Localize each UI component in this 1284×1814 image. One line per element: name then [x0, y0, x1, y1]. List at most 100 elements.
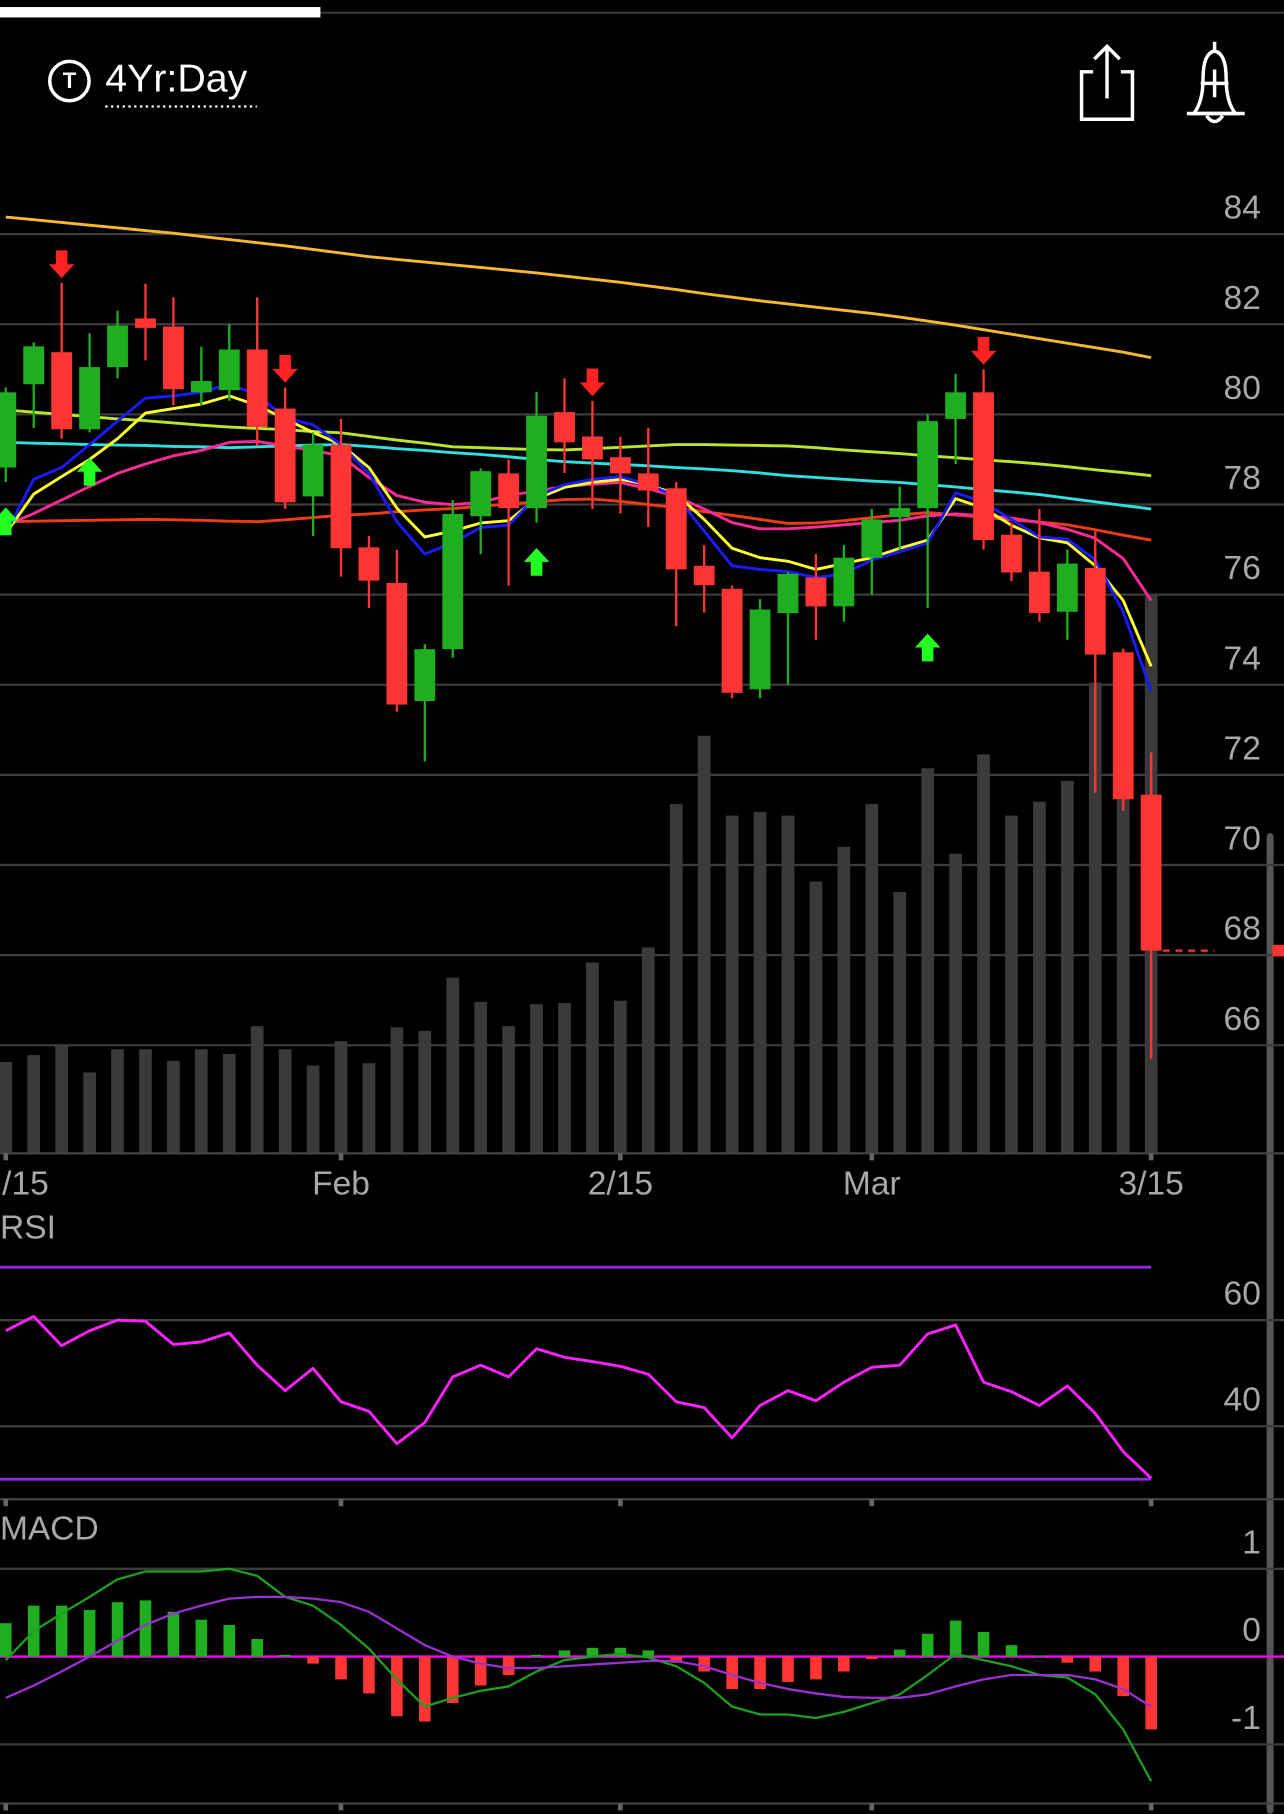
macd-histogram-bar	[977, 1632, 990, 1657]
candle-body	[1140, 794, 1162, 951]
signal-line	[5, 1595, 1152, 1708]
macd-line	[4, 1567, 1153, 1782]
candle-body	[609, 457, 631, 474]
candle-body	[582, 436, 603, 460]
macd-histogram-bar	[446, 1656, 459, 1704]
volume-bar	[1033, 801, 1046, 1154]
candle-body	[665, 488, 687, 570]
volume-bar	[1060, 780, 1074, 1154]
candle-body	[135, 318, 156, 328]
timeframe-icon-letter: T	[63, 68, 77, 93]
candle-body	[1112, 652, 1134, 800]
candle-body	[861, 519, 883, 558]
candle-body	[917, 421, 939, 509]
macd-histogram-bar	[698, 1656, 710, 1672]
volume-bar	[27, 1055, 41, 1154]
candle-body	[554, 412, 575, 443]
y-tick-label: 40	[1224, 1382, 1261, 1419]
candle-body	[889, 508, 911, 518]
candle-body	[805, 577, 827, 607]
volume-bar	[111, 1049, 124, 1154]
volume-bar	[0, 1062, 13, 1154]
y-tick-label: 66	[1224, 1001, 1261, 1038]
candle-body	[330, 444, 352, 549]
macd-histogram-bar	[335, 1656, 347, 1680]
timeframe-button[interactable]: T 4Yr:Day	[48, 56, 257, 108]
last-price-marker	[1272, 944, 1284, 957]
volume-bar	[83, 1072, 96, 1154]
volume-bar	[921, 768, 935, 1154]
macd-histogram-bar	[949, 1620, 962, 1657]
share-box	[1079, 70, 1135, 121]
volume-bar	[558, 1003, 571, 1154]
moving-average	[5, 440, 1152, 511]
candle-body	[79, 367, 101, 430]
candle-body	[1084, 568, 1106, 655]
macd-histogram-bar	[1061, 1656, 1074, 1663]
y-tick-label: -1	[1231, 1700, 1261, 1737]
candle-body	[833, 557, 855, 607]
volume-bar	[222, 1053, 236, 1154]
macd-histogram-bar	[614, 1647, 627, 1657]
panel-title: RSI	[0, 1210, 56, 1247]
volume-bar	[502, 1026, 515, 1154]
y-tick-label: 72	[1224, 730, 1261, 767]
macd-histogram-bar	[223, 1624, 236, 1657]
volume-bar	[194, 1049, 208, 1154]
volume-bar	[334, 1041, 348, 1154]
volume-bar	[809, 881, 823, 1154]
moving-average	[5, 215, 1152, 360]
timeframe-icon	[48, 59, 91, 103]
macd-histogram-bar	[530, 1654, 543, 1657]
candle-body	[107, 325, 128, 368]
volume-bar	[865, 804, 879, 1154]
candle-body	[526, 415, 547, 509]
volume-bar	[614, 1000, 627, 1154]
macd-histogram-bar	[1089, 1656, 1102, 1672]
y-tick-label: 68	[1224, 911, 1261, 948]
volume-bar	[390, 1027, 404, 1154]
volume-bar	[753, 812, 767, 1154]
volume-bar	[949, 853, 962, 1154]
candle-body	[945, 392, 967, 419]
y-tick-label: 60	[1224, 1276, 1261, 1313]
x-tick-label: Mar	[843, 1166, 901, 1203]
macd-histogram-bar	[921, 1633, 934, 1657]
macd-histogram-bar	[279, 1654, 291, 1657]
candle-body	[1056, 563, 1078, 612]
share-button[interactable]	[1079, 43, 1135, 121]
volume-bar	[446, 977, 460, 1154]
macd-histogram-bar	[1145, 1656, 1157, 1730]
share-arrow	[1093, 43, 1121, 99]
macd-histogram-bar	[866, 1656, 878, 1660]
macd-histogram-bar	[642, 1650, 655, 1657]
macd-histogram-bar	[754, 1656, 766, 1690]
macd-histogram-bar	[195, 1619, 208, 1657]
x-tick-label: /15	[2, 1166, 49, 1203]
candle-body	[973, 392, 994, 541]
candle-body	[442, 513, 464, 650]
candle-body	[51, 352, 73, 430]
alert-button[interactable]	[1186, 41, 1245, 124]
y-tick-label: 82	[1224, 280, 1261, 317]
volume-bar	[362, 1063, 376, 1154]
candle-body	[190, 381, 212, 393]
candle-body	[358, 547, 380, 581]
volume-bar	[977, 754, 990, 1154]
y-tick-label: 1	[1242, 1524, 1261, 1561]
y-tick-label: 70	[1224, 821, 1261, 858]
x-tick-label: 2/15	[588, 1166, 653, 1203]
y-tick-label: 76	[1224, 550, 1261, 587]
macd-histogram-bar	[251, 1639, 263, 1657]
macd-histogram-bar	[1033, 1655, 1046, 1657]
candle-body	[498, 473, 520, 509]
candle-body	[749, 609, 771, 690]
volume-bar	[139, 1049, 152, 1154]
sell-arrow	[579, 368, 606, 397]
macd-histogram-bar	[0, 1623, 12, 1657]
candle-body	[414, 649, 436, 701]
volume-bar	[55, 1044, 69, 1154]
candle-body	[386, 582, 408, 705]
